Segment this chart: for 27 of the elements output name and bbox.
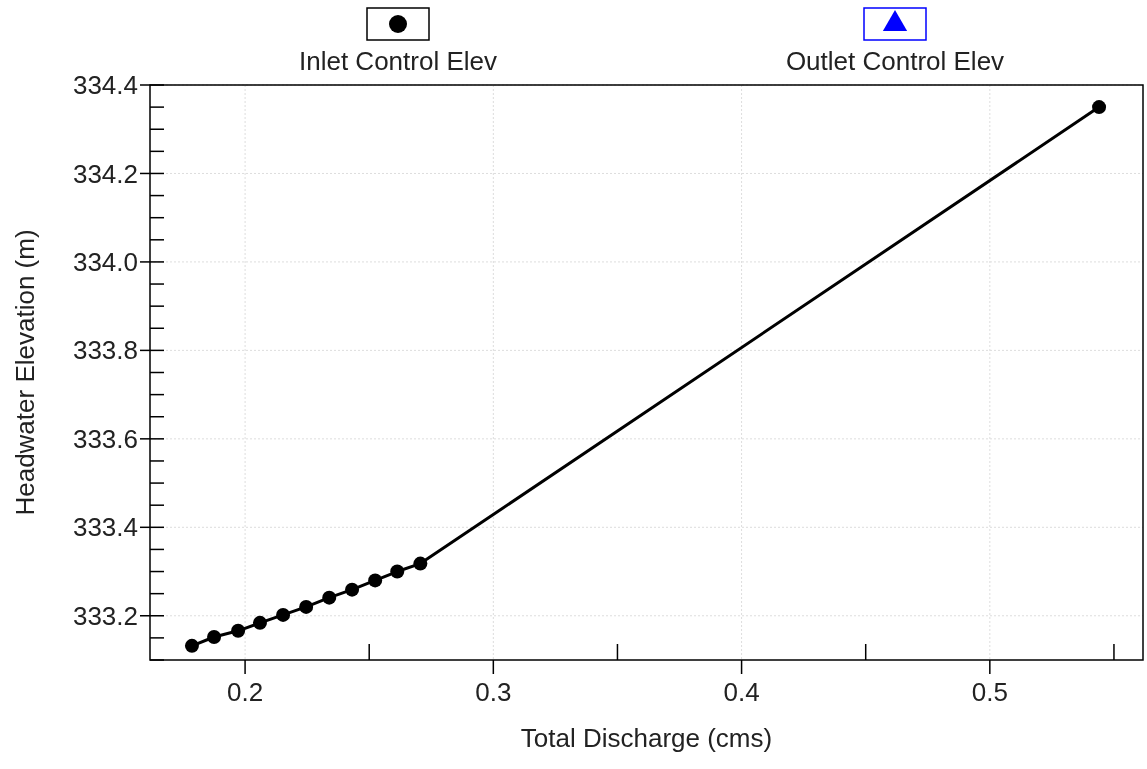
- point: [231, 623, 246, 638]
- point: [207, 630, 222, 644]
- y-tick-label: 333.8: [72, 335, 138, 366]
- point: [322, 590, 337, 605]
- x-tick-label: 0.2: [227, 677, 264, 708]
- x-tick-label: 0.4: [723, 677, 760, 708]
- point: [413, 556, 428, 571]
- point: [299, 599, 314, 614]
- point: [345, 582, 360, 597]
- y-tick-label: 333.4: [72, 512, 138, 543]
- y-axis-title: Headwater Elevation (m): [10, 229, 40, 516]
- point: [184, 638, 199, 653]
- x-tick-label: 0.3: [475, 677, 512, 708]
- point: [252, 615, 267, 630]
- point: [276, 607, 291, 622]
- point: [1092, 100, 1107, 115]
- x-axis-title: Total Discharge (cms): [520, 723, 773, 753]
- y-tick-label: 334.4: [72, 70, 138, 101]
- y-tick-label: 333.2: [72, 600, 138, 631]
- y-tick-label: 334.0: [72, 247, 138, 278]
- y-tick-label: 333.6: [72, 423, 138, 454]
- y-tick-label: 334.2: [72, 158, 138, 189]
- legend-label: Inlet Control Elev: [299, 46, 497, 76]
- point: [390, 564, 405, 579]
- legend-label: Outlet Control Elev: [785, 46, 1005, 76]
- x-tick-label: 0.5: [971, 677, 1008, 708]
- point: [368, 573, 383, 588]
